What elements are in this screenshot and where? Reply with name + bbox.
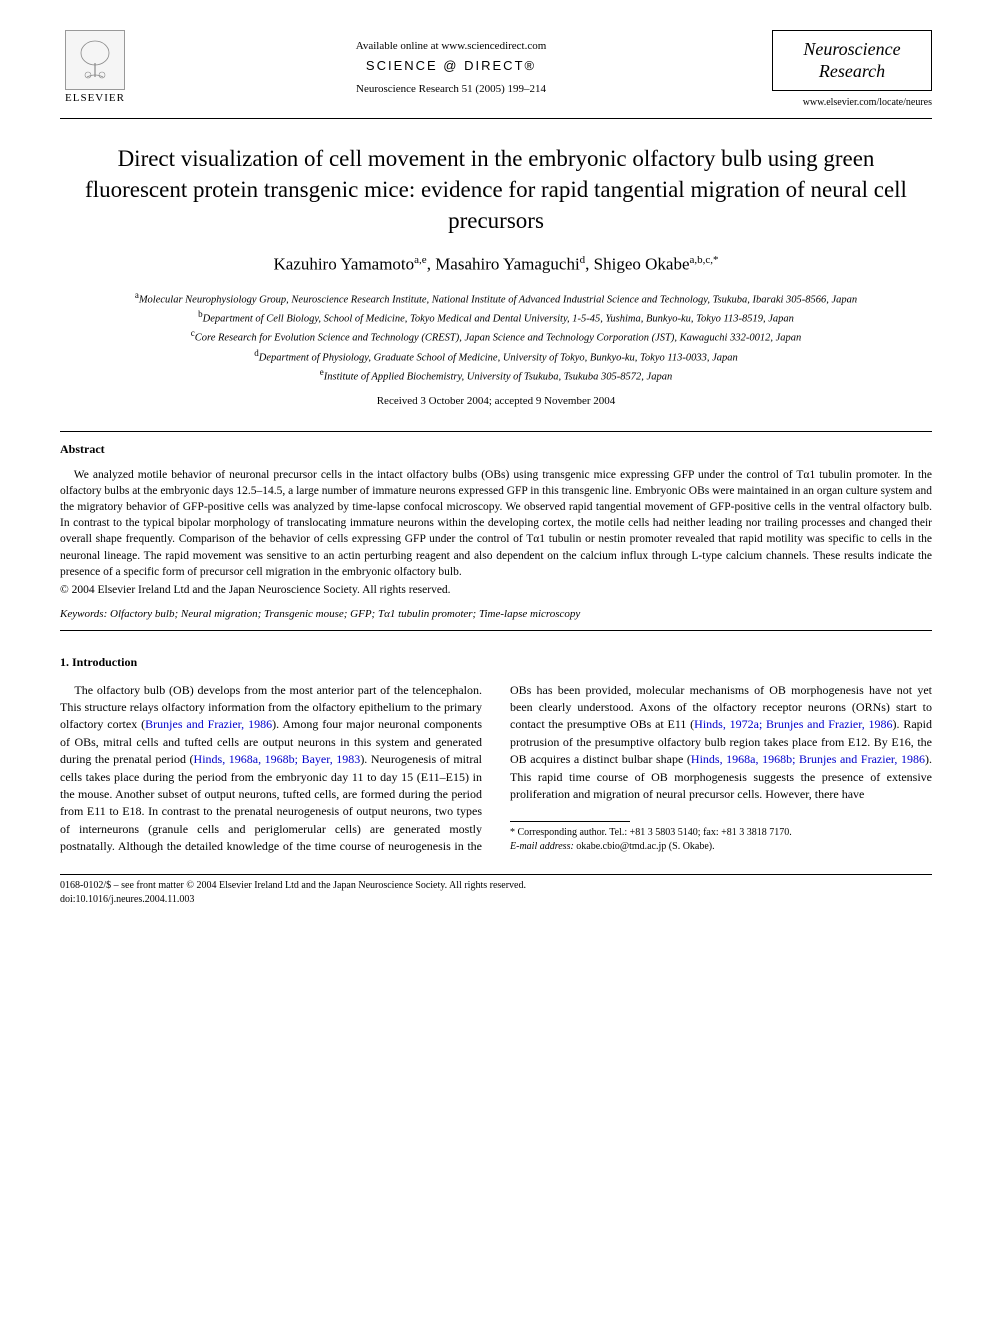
email-address: okabe.cbio@tmd.ac.jp (S. Okabe). <box>576 841 714 852</box>
abstract-text: We analyzed motile behavior of neuronal … <box>60 467 932 580</box>
article-dates: Received 3 October 2004; accepted 9 Nove… <box>60 395 932 407</box>
affiliations: aMolecular Neurophysiology Group, Neuros… <box>60 289 932 385</box>
abstract-bottom-divider <box>60 630 932 631</box>
footer-copyright: 0168-0102/$ – see front matter © 2004 El… <box>60 879 932 893</box>
keywords-line: Keywords: Olfactory bulb; Neural migrati… <box>60 608 932 620</box>
affiliation-line: bDepartment of Cell Biology, School of M… <box>60 308 932 327</box>
footnote-block: * Corresponding author. Tel.: +81 3 5803… <box>510 821 932 854</box>
keywords-label: Keywords: <box>60 608 107 620</box>
abstract-heading: Abstract <box>60 442 932 457</box>
corresponding-author-note: * Corresponding author. Tel.: +81 3 5803… <box>510 826 932 840</box>
available-online-text: Available online at www.sciencedirect.co… <box>130 40 772 52</box>
affiliation-line: eInstitute of Applied Biochemistry, Univ… <box>60 366 932 385</box>
affiliation-line: aMolecular Neurophysiology Group, Neuros… <box>60 289 932 308</box>
journal-name: Neuroscience Research <box>785 39 919 82</box>
keywords-text: Olfactory bulb; Neural migration; Transg… <box>110 608 580 620</box>
affiliation-line: dDepartment of Physiology, Graduate Scho… <box>60 347 932 366</box>
footer-doi: doi:10.1016/j.neures.2004.11.003 <box>60 893 932 907</box>
publisher-logo: ELSEVIER <box>60 30 130 110</box>
email-label: E-mail address: <box>510 841 574 852</box>
footer-divider <box>60 874 932 875</box>
journal-reference: Neuroscience Research 51 (2005) 199–214 <box>130 83 772 95</box>
header-divider <box>60 118 932 119</box>
citation-link[interactable]: Hinds, 1968a, 1968b; Brunjes and Frazier… <box>691 752 925 766</box>
body-text-columns: The olfactory bulb (OB) develops from th… <box>60 682 932 856</box>
journal-title-box: Neuroscience Research <box>772 30 932 91</box>
abstract-copyright: © 2004 Elsevier Ireland Ltd and the Japa… <box>60 584 932 596</box>
article-title: Direct visualization of cell movement in… <box>80 143 912 236</box>
affiliation-line: cCore Research for Evolution Science and… <box>60 327 932 346</box>
abstract-top-divider <box>60 431 932 432</box>
journal-box-wrapper: Neuroscience Research www.elsevier.com/l… <box>772 30 932 108</box>
section-heading-introduction: 1. Introduction <box>60 655 932 670</box>
elsevier-tree-icon <box>65 30 125 90</box>
header-center: Available online at www.sciencedirect.co… <box>130 30 772 95</box>
citation-link[interactable]: Brunjes and Frazier, 1986 <box>145 717 272 731</box>
citation-link[interactable]: Hinds, 1972a; Brunjes and Frazier, 1986 <box>694 717 892 731</box>
science-direct-logo: SCIENCE @ DIRECT® <box>130 58 772 73</box>
author-list: Kazuhiro Yamamotoa,e, Masahiro Yamaguchi… <box>60 254 932 275</box>
journal-url: www.elsevier.com/locate/neures <box>772 97 932 108</box>
citation-link[interactable]: Hinds, 1968a, 1968b; Bayer, 1983 <box>194 752 361 766</box>
publisher-name: ELSEVIER <box>65 92 125 104</box>
email-line: E-mail address: okabe.cbio@tmd.ac.jp (S.… <box>510 840 932 854</box>
page-header: ELSEVIER Available online at www.science… <box>60 30 932 110</box>
footnote-divider <box>510 821 630 822</box>
